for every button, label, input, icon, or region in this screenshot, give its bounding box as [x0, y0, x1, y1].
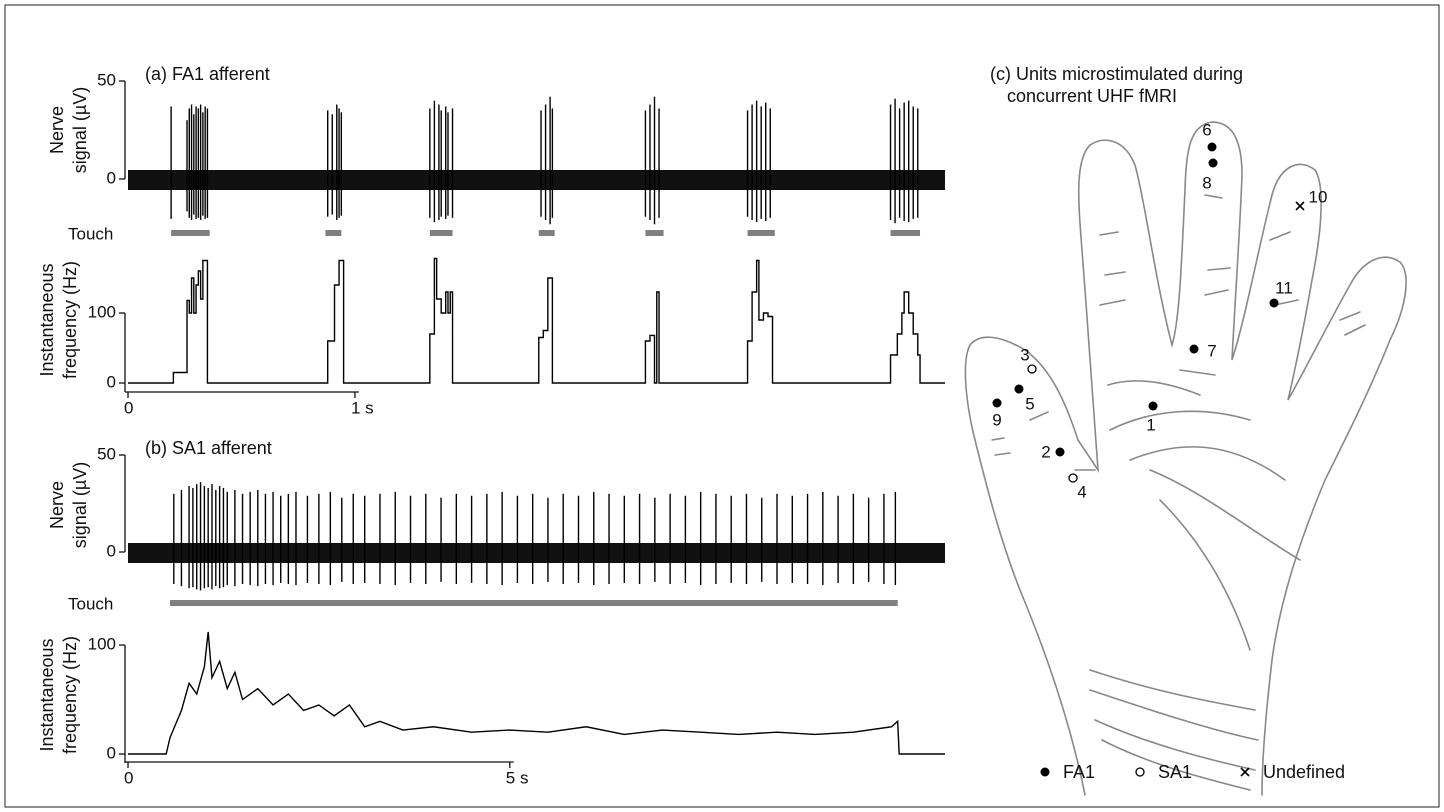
unit-label: 11	[1275, 278, 1293, 297]
panel-title: (a) FA1 afferent	[145, 64, 270, 84]
y-axis-label: Nerve	[47, 106, 67, 154]
y-axis-label: Nerve	[47, 481, 67, 529]
unit-marker	[1068, 473, 1078, 483]
y-tick-label: 50	[97, 70, 116, 89]
unit-marker	[1207, 142, 1217, 152]
x-tick-label: 0	[124, 398, 133, 417]
legend-label: FA1	[1063, 762, 1095, 782]
unit-label: 7	[1207, 341, 1216, 360]
unit-marker	[1027, 364, 1037, 374]
noise-band	[128, 543, 945, 563]
touch-label: Touch	[68, 224, 113, 243]
unit-label: 5	[1025, 394, 1034, 413]
y-axis-label: signal (µV)	[70, 462, 90, 548]
unit-marker	[1014, 384, 1024, 394]
unit-marker	[1189, 344, 1199, 354]
touch-bar	[429, 230, 453, 236]
touch-bar	[169, 600, 898, 606]
legend-label: SA1	[1158, 762, 1192, 782]
touch-bar	[171, 230, 210, 236]
y-tick-label: 0	[107, 743, 116, 762]
x-tick-label: 0	[124, 768, 133, 787]
touch-bar	[747, 230, 775, 236]
frequency-line	[128, 631, 945, 755]
y-tick-label: 50	[97, 444, 116, 463]
hand-outline	[964, 121, 1407, 796]
unit-marker	[1055, 447, 1065, 457]
y-axis-label: frequency (Hz)	[60, 636, 80, 754]
unit-marker	[1208, 158, 1218, 168]
unit-marker	[992, 398, 1002, 408]
unit-label: 8	[1202, 173, 1211, 192]
unit-label: 3	[1020, 345, 1029, 364]
y-tick-label: 100	[88, 302, 116, 321]
panel-title: concurrent UHF fMRI	[1007, 86, 1177, 106]
y-tick-label: 100	[88, 635, 116, 654]
legend-marker	[1135, 767, 1145, 777]
y-tick-label: 0	[107, 372, 116, 391]
unit-label: 1	[1146, 415, 1155, 434]
touch-bar	[325, 230, 342, 236]
y-axis-label: signal (µV)	[70, 87, 90, 173]
legend-marker	[1040, 767, 1050, 777]
touch-bar	[890, 230, 921, 236]
legend-label: Undefined	[1263, 762, 1345, 782]
noise-band	[128, 170, 945, 190]
unit-label: 6	[1202, 120, 1211, 139]
frame	[4, 4, 1440, 808]
panel-title: (b) SA1 afferent	[145, 438, 272, 458]
frequency-line	[128, 257, 945, 384]
unit-label: 4	[1077, 482, 1086, 501]
touch-bar	[538, 230, 555, 236]
unit-marker	[1148, 401, 1158, 411]
y-tick-label: 0	[107, 168, 116, 187]
unit-label: 2	[1041, 442, 1050, 461]
unit-label: 10	[1309, 187, 1328, 206]
unit-label: 9	[992, 410, 1001, 429]
hand-creases	[991, 194, 1366, 791]
y-tick-label: 0	[107, 541, 116, 560]
y-axis-label: Instantaneous	[37, 263, 57, 376]
touch-bar	[645, 230, 664, 236]
hand-contour	[964, 121, 1407, 796]
legend-marker	[1240, 767, 1250, 777]
touch-label: Touch	[68, 594, 113, 613]
x-tick-label: 5 s	[506, 768, 529, 787]
unit-marker	[1269, 298, 1279, 308]
y-axis-label: Instantaneous	[37, 638, 57, 751]
unit-marker	[1295, 201, 1305, 211]
panel-title: (c) Units microstimulated during	[990, 64, 1243, 84]
y-axis-label: frequency (Hz)	[60, 261, 80, 379]
x-tick-label: 1 s	[351, 398, 374, 417]
